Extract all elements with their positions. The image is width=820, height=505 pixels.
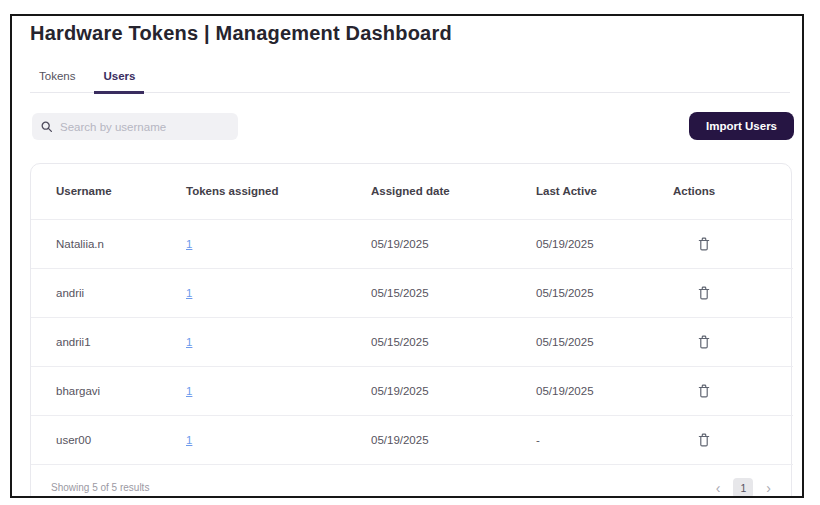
- pagination: ‹ 1 ›: [716, 478, 771, 498]
- tokens-assigned-link[interactable]: 1: [186, 385, 192, 397]
- assigned-date-cell: 05/15/2025: [371, 317, 536, 366]
- import-users-button[interactable]: Import Users: [689, 112, 794, 140]
- page-number-button[interactable]: 1: [733, 478, 753, 498]
- tokens-assigned-link[interactable]: 1: [186, 287, 192, 299]
- last-active-cell: 05/15/2025: [536, 317, 673, 366]
- username-cell: user00: [56, 434, 91, 446]
- table-footer: Showing 5 of 5 results ‹ 1 ›: [31, 465, 791, 498]
- tokens-assigned-link[interactable]: 1: [186, 238, 192, 250]
- table-row: Nataliia.n 1 05/19/2025 05/19/2025: [31, 219, 793, 268]
- page-title: Hardware Tokens | Management Dashboard: [30, 22, 452, 45]
- tab-users[interactable]: Users: [94, 70, 144, 94]
- delete-user-button[interactable]: [695, 381, 713, 401]
- table-row: bhargavi 1 05/19/2025 05/19/2025: [31, 366, 793, 415]
- trash-icon: [697, 334, 711, 350]
- delete-user-button[interactable]: [695, 430, 713, 450]
- dashboard-window: Hardware Tokens | Management Dashboard T…: [10, 14, 804, 498]
- chevron-right-icon[interactable]: ›: [766, 481, 771, 495]
- users-table-card: Username Tokens assigned Assigned date L…: [30, 163, 792, 498]
- chevron-left-icon[interactable]: ‹: [716, 481, 721, 495]
- last-active-cell: 05/15/2025: [536, 268, 673, 317]
- trash-icon: [697, 236, 711, 252]
- assigned-date-cell: 05/19/2025: [371, 415, 536, 464]
- tokens-assigned-link[interactable]: 1: [186, 336, 192, 348]
- table-row: andrii 1 05/15/2025 05/15/2025: [31, 268, 793, 317]
- trash-icon: [697, 432, 711, 448]
- assigned-date-cell: 05/19/2025: [371, 366, 536, 415]
- username-cell: bhargavi: [56, 385, 100, 397]
- delete-user-button[interactable]: [695, 283, 713, 303]
- search-box[interactable]: [32, 113, 238, 140]
- table-header-row: Username Tokens assigned Assigned date L…: [31, 164, 793, 219]
- tab-tokens[interactable]: Tokens: [30, 70, 84, 94]
- username-cell: Nataliia.n: [56, 238, 104, 250]
- tab-bar: Tokens Users: [30, 64, 790, 93]
- delete-user-button[interactable]: [695, 234, 713, 254]
- column-header-last-active: Last Active: [536, 164, 673, 219]
- last-active-cell: 05/19/2025: [536, 366, 673, 415]
- results-summary: Showing 5 of 5 results: [51, 482, 149, 493]
- column-header-username: Username: [31, 164, 186, 219]
- users-table: Username Tokens assigned Assigned date L…: [31, 164, 793, 465]
- column-header-actions: Actions: [673, 164, 793, 219]
- column-header-assigned-date: Assigned date: [371, 164, 536, 219]
- assigned-date-cell: 05/15/2025: [371, 268, 536, 317]
- trash-icon: [697, 383, 711, 399]
- trash-icon: [697, 285, 711, 301]
- delete-user-button[interactable]: [695, 332, 713, 352]
- search-input[interactable]: [60, 121, 230, 133]
- tokens-assigned-link[interactable]: 1: [186, 434, 192, 446]
- search-icon: [40, 120, 53, 133]
- table-row: andrii1 1 05/15/2025 05/15/2025: [31, 317, 793, 366]
- last-active-cell: -: [536, 415, 673, 464]
- assigned-date-cell: 05/19/2025: [371, 219, 536, 268]
- username-cell: andrii1: [56, 336, 91, 348]
- table-body: Nataliia.n 1 05/19/2025 05/19/2025 andri…: [31, 219, 793, 464]
- last-active-cell: 05/19/2025: [536, 219, 673, 268]
- column-header-tokens-assigned: Tokens assigned: [186, 164, 371, 219]
- table-row: user00 1 05/19/2025 -: [31, 415, 793, 464]
- username-cell: andrii: [56, 287, 84, 299]
